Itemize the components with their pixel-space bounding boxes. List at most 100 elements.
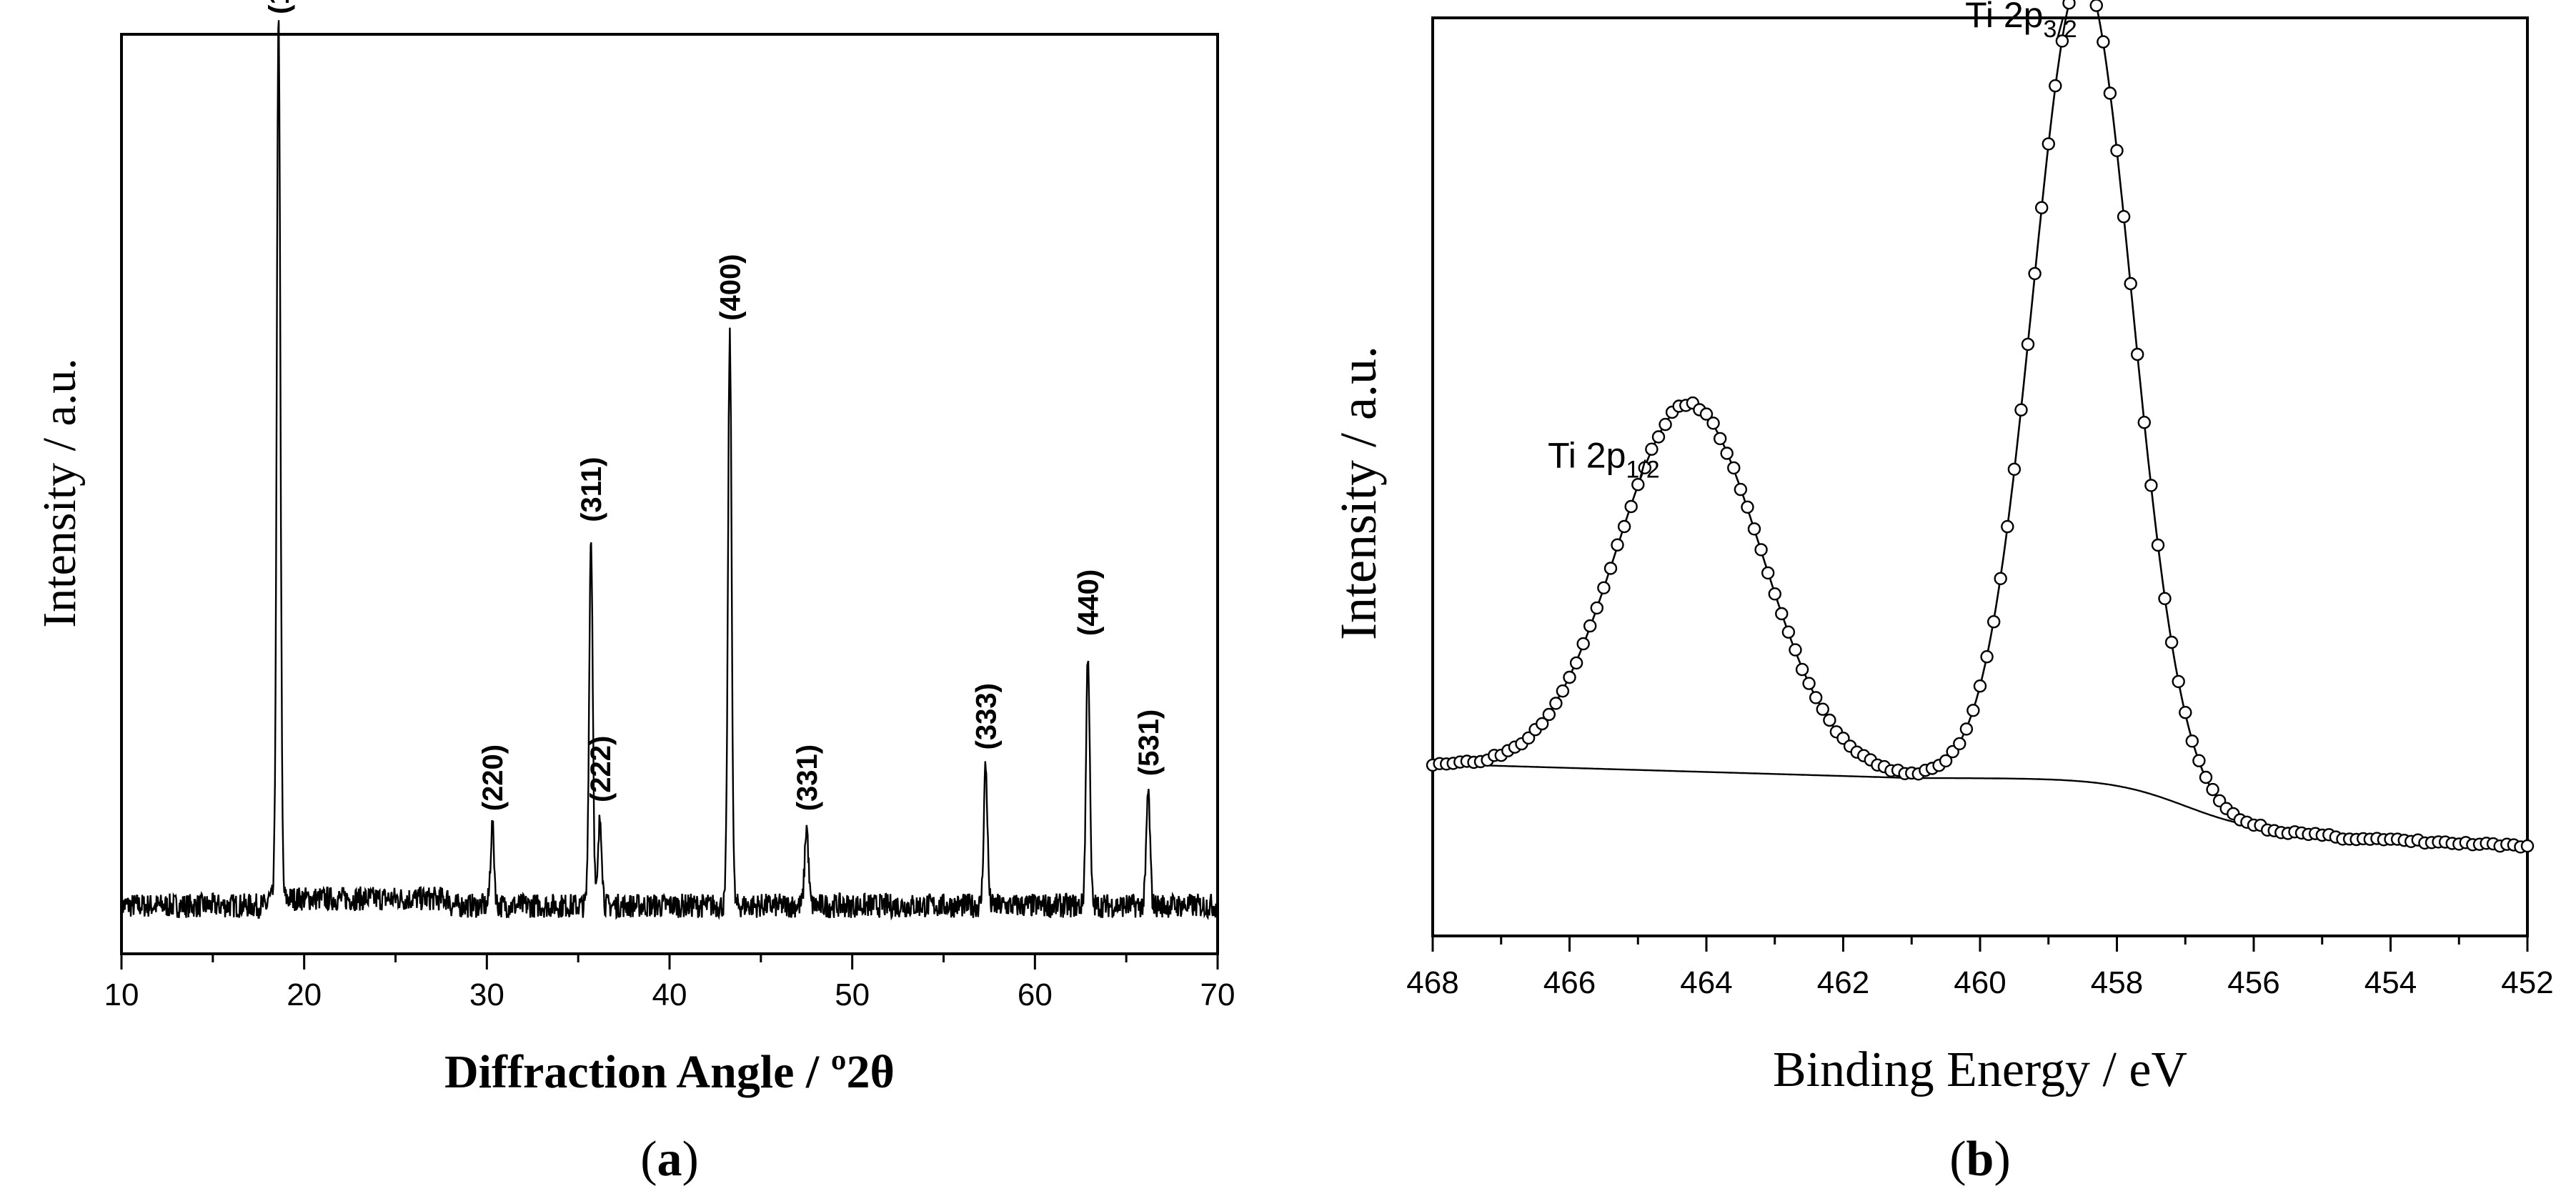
data-point	[2028, 266, 2042, 281]
data-point	[1768, 587, 1782, 601]
data-point	[2021, 337, 2035, 352]
x-tick-label: 466	[1543, 965, 1596, 1000]
x-tick-label: 60	[1018, 977, 1053, 1012]
data-point	[1617, 519, 1631, 534]
x-tick-label: 458	[2091, 965, 2143, 1000]
data-point	[1535, 717, 1549, 731]
data-point	[1590, 601, 1604, 615]
peak-label: (311)	[576, 457, 607, 522]
peak-label: (331)	[792, 744, 823, 811]
data-point	[1754, 543, 1768, 557]
x-axis-ticks-a: 10 20 30 40 50 60 70	[104, 954, 1235, 1012]
data-point	[2042, 137, 2056, 151]
data-point	[1953, 737, 1966, 751]
data-point	[1781, 625, 1796, 639]
peak-annotation-ti2p32: Ti 2p3/2	[1965, 0, 2077, 43]
peak-annotations: Ti 2p1/2 Ti 2p3/2	[1548, 0, 2077, 484]
data-point	[1576, 637, 1590, 651]
data-point	[1563, 670, 1576, 684]
x-axis-title-b: Binding Energy / eV	[1773, 1042, 2187, 1097]
data-point	[1569, 656, 1583, 670]
data-point	[1823, 713, 1836, 727]
data-point	[2110, 144, 2124, 158]
data-point	[2172, 674, 2185, 689]
data-point	[1809, 691, 1823, 704]
data-point	[2192, 754, 2206, 767]
data-point	[1994, 572, 2007, 585]
data-point	[1966, 704, 1980, 717]
data-point	[1775, 607, 1789, 621]
data-point	[1959, 722, 1974, 736]
data-point	[2089, 0, 2103, 12]
data-point	[2144, 479, 2158, 492]
data-point	[1631, 478, 1645, 492]
x-tick-label: 464	[1680, 965, 1732, 1000]
data-point	[1611, 538, 1624, 552]
data-point	[1789, 643, 1802, 657]
data-point	[1980, 650, 1994, 664]
data-point	[2117, 210, 2131, 224]
data-point	[1973, 679, 1987, 693]
data-point	[2007, 462, 2021, 476]
data-point	[1597, 581, 1611, 594]
data-point	[1706, 417, 1720, 430]
data-point	[1720, 447, 1734, 460]
x-tick-label: 40	[652, 977, 687, 1012]
data-point	[1741, 500, 1754, 514]
data-point	[1624, 499, 1638, 514]
y-axis-title-b: Intensity / a.u.	[1330, 346, 1387, 640]
fit-line	[1433, 0, 2527, 848]
peak-label: (400)	[715, 254, 746, 320]
data-point	[2206, 782, 2219, 797]
data-point	[1549, 697, 1563, 710]
data-point	[2158, 592, 2172, 605]
plot-frame-a	[120, 33, 1219, 955]
x-tick-label: 30	[469, 977, 504, 1012]
data-point	[1939, 754, 1953, 768]
peak-label: (531)	[1133, 709, 1165, 776]
data-point	[1761, 566, 1775, 580]
data-point	[2001, 519, 2014, 534]
data-point	[2164, 635, 2179, 649]
data-point	[1747, 522, 1761, 536]
peak-annotation-ti2p12: Ti 2p1/2	[1548, 436, 1660, 484]
data-point	[1583, 619, 1597, 633]
data-point	[2055, 34, 2069, 48]
x-tick-label: 50	[835, 977, 870, 1012]
data-point	[1659, 417, 1672, 432]
panel-a: 10 20 30 40 50 60 70 (111) (220) (311) (222) (400)…	[34, 0, 1235, 1187]
x-tick-label: 462	[1817, 965, 1869, 1000]
x-tick-label: 456	[2227, 965, 2279, 1000]
panel-label-b: (b)	[1949, 1132, 2011, 1187]
data-point	[2062, 0, 2076, 10]
data-point	[2137, 416, 2152, 429]
panel-b: 468 466 464 462 460 458 456 454 452 Ti 2p1/2 Ti …	[1330, 0, 2554, 1187]
data-point	[1645, 442, 1659, 456]
x-tick-label: 460	[1954, 965, 2006, 1000]
data-point	[1651, 430, 1666, 444]
xrd-pattern-line	[120, 20, 1219, 921]
peak-label: (440)	[1073, 569, 1104, 636]
data-point	[2097, 35, 2110, 49]
data-point	[2520, 839, 2535, 853]
data-point	[1816, 702, 1830, 716]
x-tick-label: 70	[1200, 977, 1235, 1012]
x-tick-label: 468	[1406, 965, 1458, 1000]
data-point	[1542, 707, 1556, 722]
x-axis-ticks-b: 468 466 464 462 460 458 456 454 452	[1406, 936, 2554, 1000]
data-point	[2014, 403, 2028, 417]
data-point	[1638, 461, 1652, 474]
peak-label: (333)	[970, 683, 1002, 749]
peak-label: (220)	[477, 744, 509, 811]
data-point	[2179, 706, 2192, 719]
data-point	[1802, 677, 1816, 690]
data-point	[1713, 432, 1727, 446]
plot-frame-b	[1431, 16, 2529, 937]
data-point	[1734, 482, 1748, 497]
data-point	[2185, 734, 2199, 748]
data-point	[1795, 662, 1809, 677]
data-point	[1556, 684, 1570, 698]
data-point	[1727, 461, 1741, 475]
data-point	[2103, 86, 2117, 100]
